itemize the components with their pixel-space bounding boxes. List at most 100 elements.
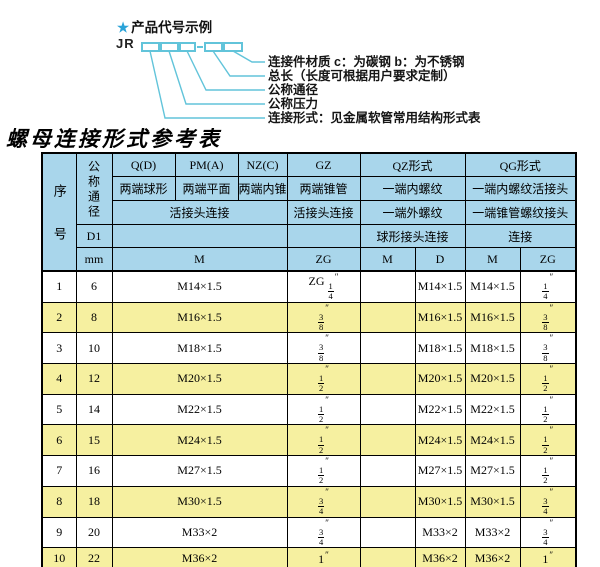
cell-qg-zg: 1 4 ″ — [519, 269, 577, 303]
cell-qg-m: M27×1.5 — [464, 455, 521, 487]
cell-m-thread: M36×2 — [111, 547, 288, 567]
header-d1: D1 — [75, 223, 113, 249]
cell-qg-zg: 3 8 ″ — [519, 332, 577, 365]
cell-qz-d: M14×1.5 — [414, 269, 466, 303]
cell-m-thread: M24×1.5 — [111, 424, 288, 457]
cell-qz-m — [359, 301, 416, 334]
cell-qz-d: M33×2 — [414, 516, 466, 549]
code-box-3 — [179, 42, 196, 52]
diagram-label-material: 连接件材质 c：为碳钢 b：为不锈钢 — [268, 55, 465, 69]
connector-line-pressure — [168, 50, 265, 105]
header-end-qg: 一端内螺纹活接头 — [464, 176, 577, 202]
header-thread-qg-zg: ZG — [519, 247, 577, 272]
cell-qz-m — [359, 455, 416, 487]
cell-dn-mm: 10 — [75, 332, 113, 365]
cell-qz-m — [359, 393, 416, 426]
table-row: 10 22 M36×2 1″ M36×2 M36×2 1″ — [41, 547, 577, 567]
table-row: 2 8 M16×1.5 3 8 ″ M16×1.5 M16×1.5 3 8 ″ — [41, 301, 577, 334]
cell-m-thread: M18×1.5 — [111, 332, 288, 365]
cell-qg-zg: 1 2 ″ — [519, 424, 577, 457]
cell-m-thread: M20×1.5 — [111, 363, 288, 395]
cell-qg-zg: 1 2 ″ — [519, 455, 577, 487]
cell-dn-mm: 15 — [75, 424, 113, 457]
header-serial-label: 序号 — [51, 184, 67, 270]
header-end-gz: 两端锥管 — [286, 176, 361, 202]
cell-qz-d: M20×1.5 — [414, 363, 466, 395]
product-code-connector-graphic — [141, 42, 265, 119]
cell-serial: 5 — [41, 393, 77, 426]
header-form-qd: Q(D) — [111, 152, 176, 178]
diagram-label-form: 连接形式：见金属软管常用结构形式表 — [268, 111, 481, 125]
diagram-heading: ★ 产品代号示例 — [117, 16, 212, 36]
cell-qz-m — [359, 547, 416, 567]
header-nominal-diameter-label: 公称通径 — [86, 160, 101, 221]
code-box-1 — [141, 42, 160, 52]
header-conn-qg: 一端锥管螺纹接头 — [464, 200, 577, 225]
header-conn2-qg: 连接 — [464, 223, 577, 249]
cell-qz-m — [359, 424, 416, 457]
cell-gz-zg: 3 8 ″ — [286, 332, 361, 365]
cell-qg-m: M33×2 — [464, 516, 521, 549]
header-end-pma: 两端平面 — [174, 176, 239, 202]
cell-dn-mm: 8 — [75, 301, 113, 334]
table-row: 9 20 M33×2 3 4 ″ M33×2 M33×2 3 4 ″ — [41, 516, 577, 549]
header-thread-zg: ZG — [286, 247, 361, 272]
connector-line-diameter — [186, 50, 265, 91]
cell-serial: 4 — [41, 363, 77, 395]
cell-m-thread: M22×1.5 — [111, 393, 288, 426]
cell-gz-zg: 1 2 ″ — [286, 393, 361, 426]
diagram-heading-text: 产品代号示例 — [131, 20, 213, 35]
connector-line-length — [212, 50, 265, 77]
cell-dn-mm: 16 — [75, 455, 113, 487]
header-row-forms: 序号 公称通径 Q(D) PM(A) NZ(C) GZ QZ形式 QG形式 — [41, 152, 577, 272]
header-form-qg: QG形式 — [464, 152, 577, 178]
cell-qg-m: M20×1.5 — [464, 363, 521, 395]
cell-serial: 7 — [41, 455, 77, 487]
header-end-qd: 两端球形 — [111, 176, 176, 202]
cell-gz-zg: 3 8 ″ — [286, 301, 361, 334]
cell-m-thread: M16×1.5 — [111, 301, 288, 334]
cell-qz-m — [359, 363, 416, 395]
cell-qg-zg: 1 2 ″ — [519, 393, 577, 426]
header-thread-qz-d: D — [414, 247, 466, 272]
cell-serial: 8 — [41, 485, 77, 518]
connector-line-material — [232, 50, 265, 63]
cell-qg-zg: 1 2 ″ — [519, 363, 577, 395]
table-row: 7 16 M27×1.5 1 2 ″ M27×1.5 M27×1.5 1 2 ″ — [41, 455, 577, 487]
cell-qg-m: M18×1.5 — [464, 332, 521, 365]
table-title: 螺母连接形式参考表 — [6, 127, 222, 151]
diagram-label-length: 总长（长度可根据用户要求定制） — [268, 69, 456, 83]
header-conn-union: 活接头连接 — [111, 200, 288, 225]
cell-gz-zg: 3 4 ″ — [286, 516, 361, 549]
header-cell-serial: 序号 — [41, 152, 77, 272]
table-body: 1 6 M14×1.5 ZG 1 4 ″ M14×1.5 M14×1.5 1 4 ″ 2 8 M16×1.… — [41, 269, 577, 567]
cell-gz-zg: 1″ — [286, 547, 361, 567]
cell-m-thread: M30×1.5 — [111, 485, 288, 518]
cell-qg-m: M14×1.5 — [464, 269, 521, 303]
cell-qz-d: M18×1.5 — [414, 332, 466, 365]
header-end-nzc: 两端内锥 — [237, 176, 288, 202]
cell-serial: 9 — [41, 516, 77, 549]
cell-serial: 1 — [41, 269, 77, 303]
header-conn2-qz: 球形接头连接 — [359, 223, 466, 249]
cell-serial: 6 — [41, 424, 77, 457]
cell-qg-m: M24×1.5 — [464, 424, 521, 457]
header-row-connection: 活接头连接 活接头连接 一端外螺纹 一端锥管螺纹接头 — [42, 200, 577, 225]
cell-qz-d: M24×1.5 — [414, 424, 466, 457]
cell-gz-zg: 1 2 ″ — [286, 424, 361, 457]
cell-qz-d: M36×2 — [414, 547, 466, 567]
cell-qg-m: M36×2 — [464, 547, 521, 567]
header-row-units: mm M ZG M D M ZG — [42, 247, 577, 272]
table-row: 4 12 M20×1.5 1 2 ″ M20×1.5 M20×1.5 1 2 ″ — [41, 363, 577, 395]
cell-qg-zg: 3 4 ″ — [519, 485, 577, 518]
cell-dn-mm: 6 — [75, 269, 113, 303]
code-box-5 — [223, 42, 243, 52]
cell-qz-d: M30×1.5 — [414, 485, 466, 518]
header-row-d1: D1 球形接头连接 连接 — [42, 223, 577, 249]
header-blank-left — [111, 223, 288, 249]
cell-serial: 3 — [41, 332, 77, 365]
product-code-diagram: ★ 产品代号示例 JR 连接件材质 c：为碳钢 b：为不锈钢 总长（长度可根据用户… — [0, 0, 600, 125]
code-box-2 — [160, 42, 179, 52]
header-conn-gz: 活接头连接 — [286, 200, 361, 225]
